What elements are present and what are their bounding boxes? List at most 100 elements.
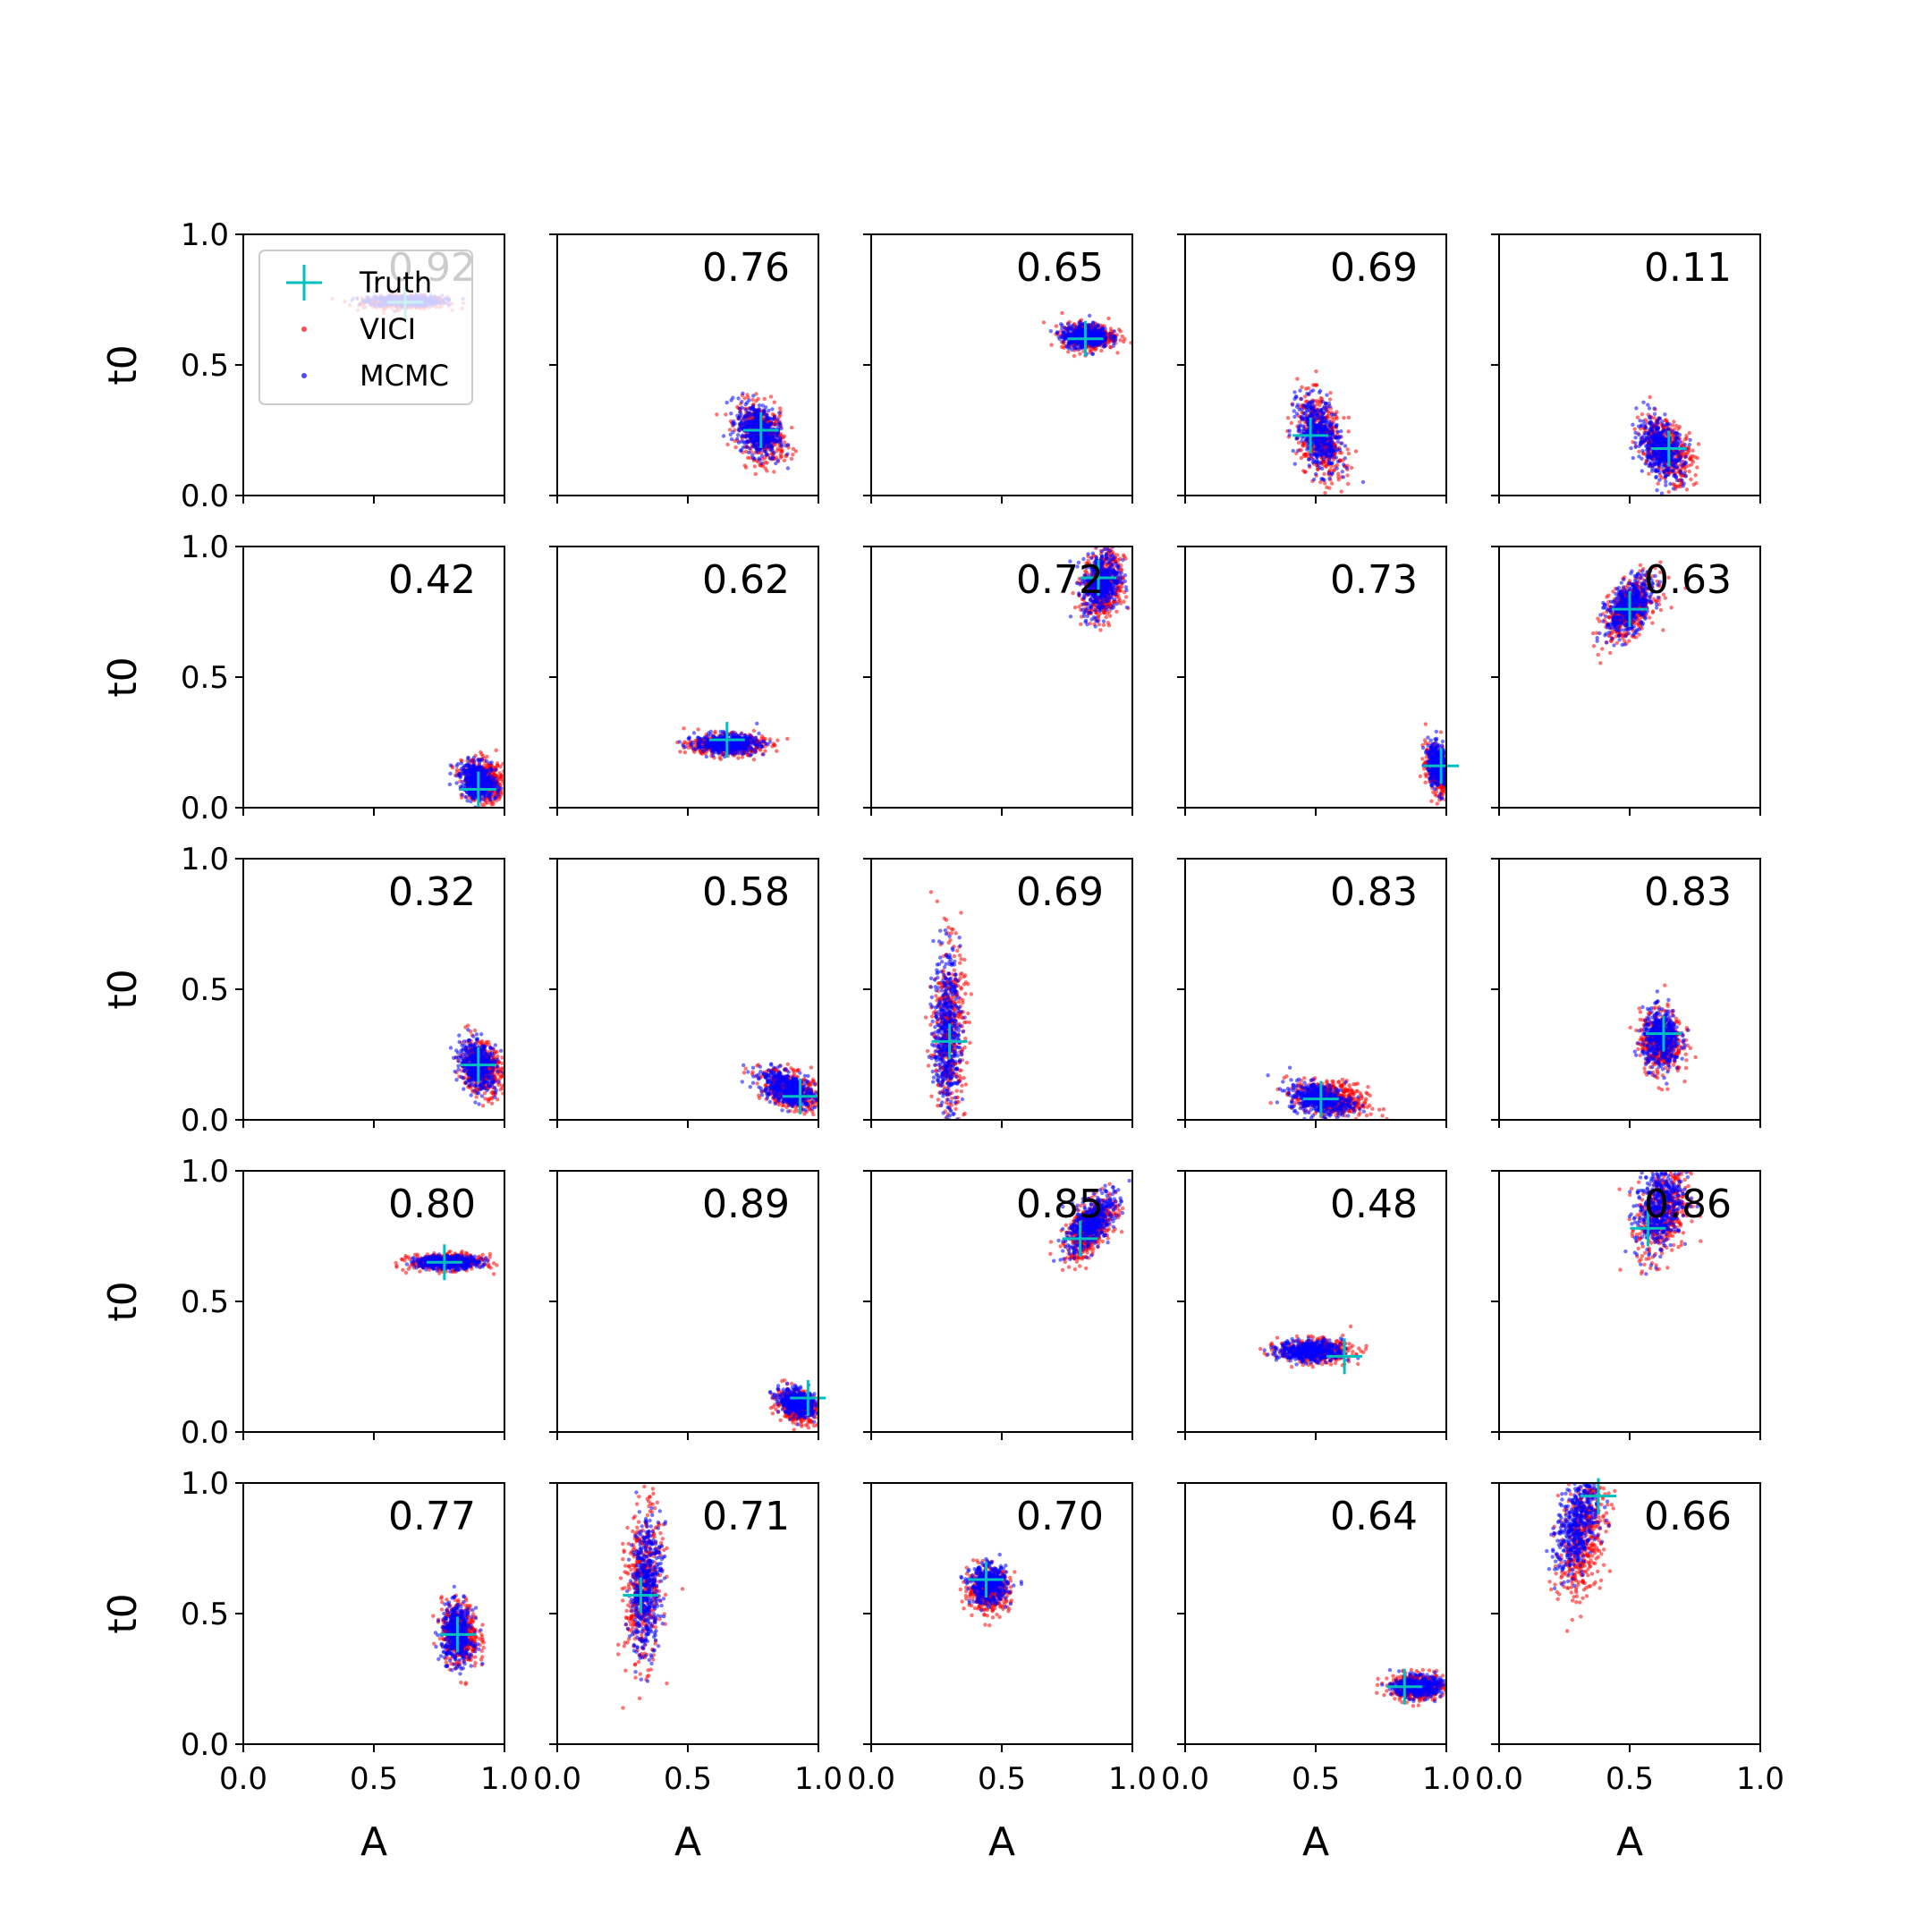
mcmc-samples-point: [1325, 393, 1329, 397]
mcmc-samples-point: [764, 452, 768, 456]
mcmc-samples-point: [1072, 345, 1077, 350]
mcmc-samples-point: [1326, 450, 1332, 454]
vici-samples-point: [1652, 416, 1657, 420]
mcmc-samples-point: [1072, 330, 1077, 335]
mcmc-samples-point: [1293, 394, 1299, 399]
truth-marker: [1650, 430, 1687, 467]
mcmc-samples-point: [779, 426, 784, 431]
mcmc-samples-point: [740, 400, 744, 404]
mcmc-samples-point: [766, 437, 771, 442]
mcmc-samples-point: [1327, 476, 1332, 481]
mcmc-samples-point: [763, 405, 768, 410]
mcmc-samples-point: [1317, 448, 1322, 453]
mcmc-samples-point: [1648, 438, 1653, 443]
mcmc-samples-point: [1112, 329, 1117, 334]
mcmc-samples-point: [775, 439, 779, 444]
mcmc-samples-point: [775, 458, 780, 462]
vici-samples-point: [727, 428, 733, 432]
mcmc-samples-point: [1655, 442, 1660, 446]
mcmc-samples-point: [1294, 436, 1299, 441]
mcmc-samples-point: [1664, 431, 1668, 436]
vici-samples-point: [1078, 352, 1082, 356]
mcmc-samples-point: [1671, 462, 1676, 467]
mcmc-samples-point: [1066, 343, 1072, 348]
vici-samples-point: [1632, 427, 1637, 431]
vici-samples-point: [765, 461, 769, 465]
overlap-value: 0.76: [702, 245, 790, 291]
mcmc-samples-point: [770, 438, 775, 443]
mcmc-samples-point: [1664, 453, 1668, 457]
mcmc-samples-point: [1298, 388, 1302, 393]
mcmc-samples-point: [1305, 404, 1310, 410]
overlap-value: 0.11: [1644, 245, 1732, 291]
vici-samples-point: [485, 801, 490, 805]
mcmc-samples-point: [1683, 460, 1689, 465]
vici-samples-point: [1303, 452, 1309, 456]
mcmc-samples-point: [1657, 462, 1662, 467]
mcmc-samples-point: [1646, 454, 1651, 460]
mcmc-samples-point: [1657, 470, 1662, 475]
mcmc-samples-point: [1319, 428, 1324, 434]
vici-samples-point: [745, 393, 750, 397]
mcmc-samples: [1048, 313, 1118, 357]
panel-r2-c1: 0.420.00.51.0t0: [100, 530, 505, 826]
mcmc-samples-point: [1335, 439, 1341, 444]
mcmc-samples-point: [1674, 465, 1678, 470]
mcmc-samples: [1287, 388, 1366, 485]
mcmc-samples-point: [1330, 428, 1335, 432]
mcmc-samples-point: [1647, 414, 1652, 419]
vici-samples-point: [1295, 377, 1300, 381]
mcmc-samples-point: [1682, 481, 1686, 486]
vici-samples-point: [1299, 455, 1304, 461]
vici-samples-point: [1656, 481, 1660, 486]
mcmc-samples-point: [759, 453, 765, 458]
vici-samples-point: [762, 396, 767, 402]
mcmc-samples-point: [1087, 340, 1091, 345]
mcmc-samples-point: [1307, 457, 1311, 462]
vici-samples-point: [1640, 412, 1645, 417]
mcmc-samples-point: [1631, 422, 1635, 427]
mcmc-samples-point: [1322, 436, 1327, 441]
mcmc-samples-point: [739, 448, 743, 453]
mcmc-samples-point: [1631, 455, 1636, 461]
mcmc-samples-point: [750, 455, 756, 461]
mcmc-samples-point: [1326, 471, 1331, 476]
mcmc-samples-point: [1292, 462, 1298, 466]
mcmc-samples-point: [1648, 419, 1654, 425]
vici-samples-point: [772, 400, 776, 404]
vici-samples-point: [1689, 462, 1694, 467]
mcmc-samples-point: [755, 450, 759, 454]
mcmc-samples-point: [1062, 330, 1066, 335]
vici-samples-point: [1327, 397, 1333, 402]
mcmc-samples-point: [1669, 443, 1674, 447]
mcmc-samples-point: [1321, 457, 1326, 462]
mcmc-samples-point: [773, 422, 777, 428]
vici-samples-point: [1670, 423, 1675, 428]
mcmc-samples-point: [1659, 453, 1664, 458]
vici-samples-point: [733, 445, 738, 450]
panel-r1-c4: 0.69: [1177, 233, 1447, 504]
vici-samples-point: [1687, 469, 1691, 474]
vici-samples-point: [1306, 386, 1311, 391]
mcmc-samples-point: [1088, 313, 1092, 318]
mcmc-samples-point: [741, 391, 745, 395]
vici-samples-point: [1648, 394, 1652, 400]
mcmc-samples-point: [1074, 325, 1079, 329]
y-tick-label: 1.0: [181, 217, 229, 253]
mcmc-samples-point: [1318, 438, 1323, 444]
mcmc-samples-point: [1300, 414, 1304, 419]
mcmc-samples-point: [767, 416, 772, 420]
mcmc-samples-point: [772, 451, 776, 455]
mcmc-samples-point: [1330, 440, 1335, 445]
panel-r1-c3: 0.65: [863, 233, 1133, 504]
vici-samples-point: [496, 763, 500, 767]
mcmc-samples-point: [1343, 444, 1348, 448]
vici-samples-point: [1635, 415, 1640, 419]
vici-samples-point: [1325, 485, 1329, 489]
mcmc-samples-point: [738, 410, 742, 414]
mcmc-samples-point: [1305, 447, 1309, 452]
mcmc-samples-point: [769, 420, 774, 425]
mcmc-samples-point: [1335, 436, 1339, 440]
mcmc-samples-point: [1314, 416, 1319, 420]
mcmc-samples-point: [1326, 425, 1331, 429]
